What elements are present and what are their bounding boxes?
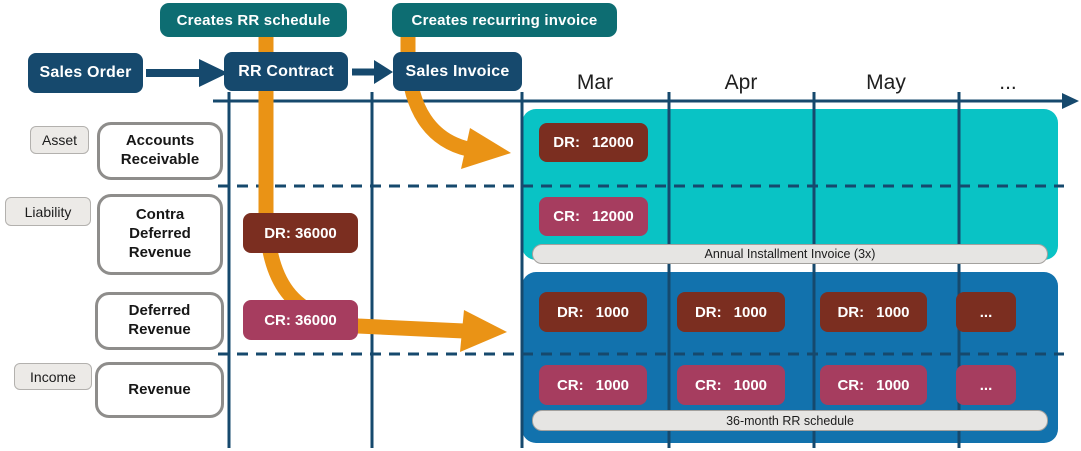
schedule-region-caption: 36-month RR schedule — [532, 410, 1048, 431]
ellipsis-text: ... — [979, 376, 993, 394]
month-label-ellipsis: ... — [999, 71, 1017, 94]
credit-label: CR: — [556, 376, 584, 394]
debit-value: 1000 — [733, 303, 768, 321]
month-label-may: May — [866, 71, 906, 94]
schedule-debit-ellipsis-badge: ... — [956, 292, 1016, 332]
creates-recurring-invoice-badge: Creates recurring invoice — [392, 3, 617, 37]
credit-label: CR: — [694, 376, 722, 394]
schedule-credit-badge: CR: 1000 — [820, 365, 927, 405]
schedule-debit-badge: DR: 1000 — [677, 292, 785, 332]
credit-label: CR: — [837, 376, 865, 394]
category-chip-income: Income — [14, 363, 92, 390]
invoice-debit-badge: DR: 12000 — [539, 123, 648, 162]
debit-label: DR: — [556, 303, 584, 321]
account-box-contra-deferred-revenue: Contra Deferred Revenue — [97, 194, 223, 275]
credit-value: 1000 — [876, 376, 910, 394]
schedule-credit-badge: CR: 1000 — [539, 365, 647, 405]
category-chip-liability: Liability — [5, 197, 91, 226]
invoice-credit-badge: CR: 12000 — [539, 197, 648, 236]
creates-rr-schedule-badge: Creates RR schedule — [160, 3, 347, 37]
credit-value: 12000 — [591, 208, 634, 225]
credit-label: CR: — [553, 208, 580, 225]
contract-credit-text: CR: 36000 — [264, 311, 337, 329]
credit-value: 1000 — [733, 376, 768, 394]
schedule-credit-badge: CR: 1000 — [677, 365, 785, 405]
invoice-region-caption: Annual Installment Invoice (3x) — [532, 244, 1048, 264]
schedule-debit-badge: DR: 1000 — [820, 292, 927, 332]
rr-contract-node: RR Contract — [224, 52, 348, 91]
month-label-mar: Mar — [576, 71, 614, 94]
debit-label: DR: — [553, 134, 580, 151]
month-label-apr: Apr — [724, 71, 758, 94]
axis-arrowhead-icon — [1062, 93, 1079, 109]
timeline-axis — [213, 93, 1079, 109]
category-chip-asset: Asset — [30, 126, 89, 154]
sales-invoice-node: Sales Invoice — [393, 52, 522, 91]
contract-debit-badge: DR: 36000 — [243, 213, 358, 253]
sales-order-node: Sales Order — [28, 53, 143, 93]
arrow-to-schedule-head-icon — [460, 310, 507, 352]
credit-value: 1000 — [595, 376, 630, 394]
debit-value: 12000 — [591, 134, 634, 151]
schedule-debit-badge: DR: 1000 — [539, 292, 647, 332]
account-box-accounts-receivable: Accounts Receivable — [97, 122, 223, 180]
schedule-credit-ellipsis-badge: ... — [956, 365, 1016, 405]
ellipsis-text: ... — [979, 303, 993, 321]
contract-debit-text: DR: 36000 — [264, 224, 337, 242]
account-box-deferred-revenue: Deferred Revenue — [95, 292, 224, 350]
debit-label: DR: — [837, 303, 865, 321]
debit-label: DR: — [694, 303, 722, 321]
arrow-to-ledger-head-icon — [461, 128, 511, 169]
contract-credit-badge: CR: 36000 — [243, 300, 358, 340]
account-box-revenue: Revenue — [95, 362, 224, 418]
debit-value: 1000 — [595, 303, 630, 321]
arrow-rr-contract-to-sales-invoice-icon — [374, 60, 393, 84]
debit-value: 1000 — [876, 303, 910, 321]
